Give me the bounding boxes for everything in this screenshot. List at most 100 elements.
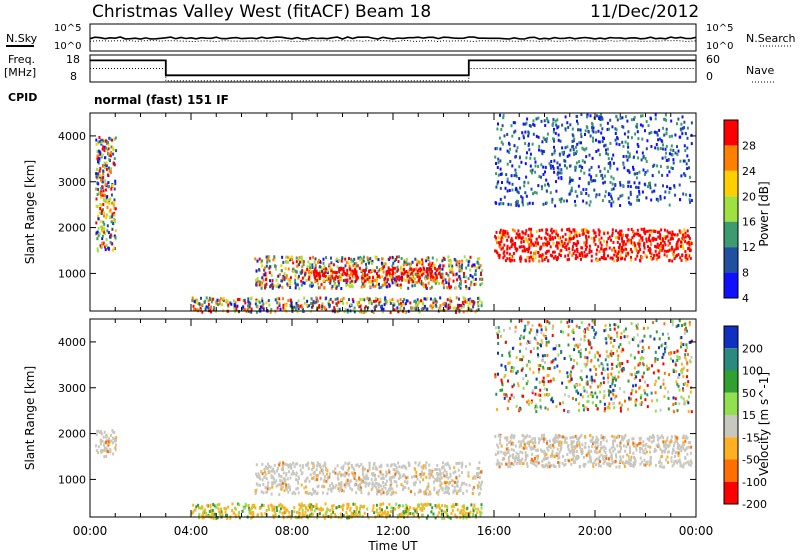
power-cell-5 [626, 169, 629, 173]
velocity-cell-3 [612, 445, 615, 449]
velocity-cell-2 [260, 490, 263, 494]
power-cell-5 [623, 166, 626, 170]
velocity-cell-2 [395, 491, 398, 495]
power-cell-4 [496, 241, 498, 245]
velocity-cell-3 [639, 462, 642, 466]
power-cell-5 [516, 202, 519, 206]
power-cell-4 [552, 237, 555, 241]
velocity-cell-2 [357, 487, 360, 491]
power-cell-4 [611, 256, 614, 260]
power-cell-4 [583, 241, 586, 245]
power-cell-4 [623, 240, 625, 244]
power-cell-2 [340, 259, 343, 263]
power-cell-4 [671, 237, 674, 241]
power-cell-5 [568, 181, 571, 185]
velocity-cell-3 [528, 444, 531, 448]
power-cell-5 [531, 142, 534, 146]
power-cell-4 [506, 247, 509, 251]
power-cell-5 [681, 115, 684, 119]
power-cell-2 [450, 270, 453, 274]
power-cell-4 [552, 256, 555, 260]
velocity-cell-1 [440, 512, 443, 516]
velocity-cell-2 [381, 488, 384, 492]
velocity-cell-3 [663, 449, 665, 453]
velocity-cell-2 [439, 473, 442, 477]
power-cell-4 [688, 236, 691, 240]
power-cell-2 [277, 274, 280, 278]
power-cell-5 [591, 125, 593, 129]
velocity-cell-3 [530, 461, 533, 465]
velocity-cell-2 [287, 470, 290, 474]
power-cell-5 [655, 130, 658, 134]
velocity-cell-3 [680, 449, 683, 453]
velocity-cell-1 [463, 506, 466, 510]
power-cell-2 [277, 285, 280, 289]
velocity-cell-1 [261, 503, 263, 507]
velocity-cell-3 [525, 446, 528, 450]
velocity-cell-3 [632, 441, 635, 445]
power-cell-5 [598, 193, 601, 197]
power-cell-4 [576, 250, 579, 254]
velocity-cell-3 [619, 443, 621, 447]
power-cell-5 [596, 114, 598, 118]
velocity-cell-3 [602, 438, 605, 442]
velocity-cell-3 [507, 465, 510, 469]
velocity-cell-3 [506, 463, 509, 466]
power-cell-3 [313, 271, 316, 275]
velocity-cell-2 [355, 463, 358, 467]
power-cell-0 [96, 141, 99, 145]
power-cell-5 [569, 164, 572, 168]
power-cell-4 [558, 253, 561, 256]
power-cell-1 [358, 310, 361, 314]
velocity-cell-3 [552, 444, 554, 447]
power-cell-0 [102, 189, 105, 193]
velocity-cell-1 [298, 503, 301, 507]
power-cell-5 [551, 200, 554, 204]
power-cell-2 [258, 268, 261, 272]
power-cell-4 [588, 251, 591, 254]
velocity-cell-1 [439, 507, 442, 510]
velocity-cell-3 [650, 461, 653, 465]
power-cell-5 [563, 150, 566, 154]
velocity-cell-2 [334, 467, 337, 471]
power-cell-5 [612, 200, 615, 204]
power-cell-2 [413, 284, 416, 287]
power-cell-0 [100, 155, 103, 159]
power-cell-4 [645, 255, 648, 259]
power-cell-4 [543, 236, 546, 240]
power-cell-0 [106, 229, 109, 233]
power-cell-2 [454, 258, 457, 262]
power-cell-4 [522, 240, 525, 243]
velocity-cell-1 [332, 510, 335, 514]
power-cell-2 [317, 260, 319, 264]
power-cell-5 [578, 177, 581, 180]
power-cell-5 [574, 190, 577, 194]
power-cell-2 [299, 260, 301, 264]
power-cell-2 [284, 267, 287, 271]
velocity-cell-2 [380, 464, 383, 468]
power-cell-0 [105, 161, 108, 165]
velocity-cell-2 [317, 473, 320, 477]
power-cell-4 [541, 228, 544, 232]
velocity-cell-1 [198, 512, 201, 516]
velocity-cell-2 [282, 461, 285, 465]
power-colorbar-swatch-0 [724, 120, 738, 146]
power-cell-4 [581, 252, 584, 256]
power-cell-4 [533, 243, 535, 247]
velocity-cell-1 [389, 510, 392, 513]
power-cell-1 [467, 304, 470, 308]
velocity-cell-1 [201, 514, 204, 518]
power-cell-2 [446, 286, 449, 290]
power-cell-2 [405, 261, 408, 265]
velocity-cell-3 [598, 455, 601, 459]
velocity-cell-2 [322, 491, 324, 495]
power-cell-5 [674, 133, 677, 137]
power-cell-3 [337, 279, 340, 283]
power-heatmap [95, 113, 693, 314]
power-cell-5 [628, 180, 631, 184]
power-cell-4 [530, 243, 533, 247]
velocity-cell-1 [394, 507, 397, 511]
power-cell-5 [560, 171, 563, 175]
power-cell-5 [582, 188, 585, 192]
velocity-cell-3 [517, 455, 520, 459]
